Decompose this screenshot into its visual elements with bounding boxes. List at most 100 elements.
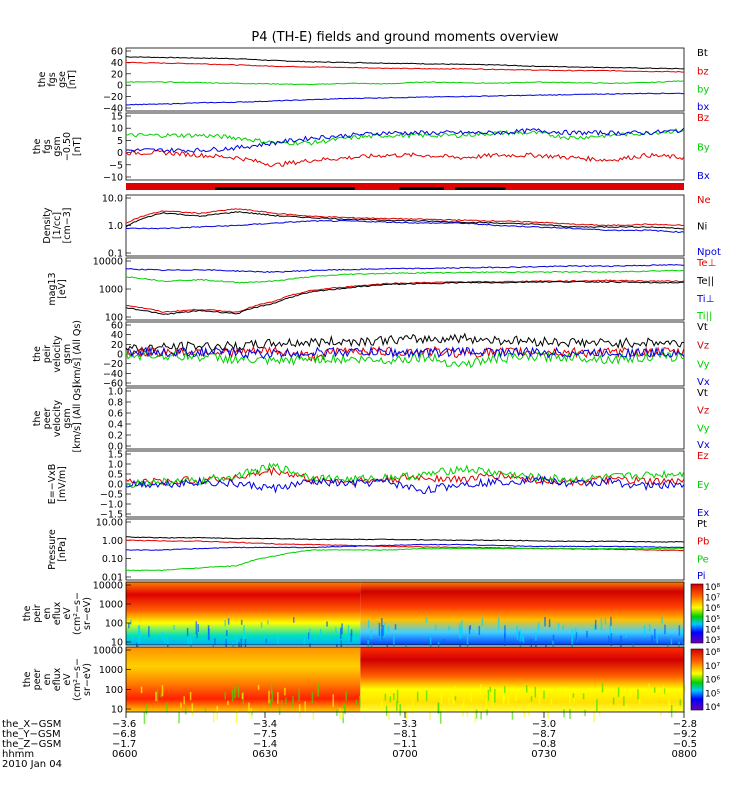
spectrogram-streak [448, 696, 450, 704]
y-tick-label: 5 [117, 136, 123, 147]
spectrogram-streak [284, 687, 286, 696]
spectrogram-streak [480, 711, 482, 720]
spectrogram-streak [173, 625, 175, 630]
spectrogram-streak [574, 627, 577, 635]
spectrogram-streak [336, 643, 338, 650]
spectrogram-streak [552, 639, 554, 648]
spectrogram-streak [257, 684, 260, 690]
y-tick-label: 10 [111, 638, 123, 649]
y-axis-label: [mV/m] [57, 466, 68, 502]
y-tick-label: 0.0 [108, 480, 123, 491]
spectrogram-streak [231, 689, 234, 702]
series-line-Vx [125, 345, 685, 360]
spectrogram-streak [523, 708, 526, 718]
spectrogram-streak [347, 624, 350, 637]
y-axis-label: the [32, 139, 43, 155]
spectrogram-streak [285, 697, 287, 705]
spectrogram-streak [478, 625, 481, 635]
spectrogram-streak [486, 709, 488, 716]
legend-entry: Vt [697, 322, 708, 333]
y-tick-label: −1.0 [100, 500, 123, 511]
spectrogram-streak [292, 696, 294, 708]
y-tick-label: 10.00 [96, 518, 123, 529]
spectrogram-streak [608, 635, 610, 645]
spectrogram-streak [663, 688, 666, 695]
y-axis-label: Pressure [47, 529, 58, 570]
spectrogram-streak [530, 639, 533, 653]
x-axis-value: −1.4 [253, 739, 277, 750]
colorbar-label: 10³ [705, 636, 720, 646]
x-axis-value: −6.8 [112, 729, 136, 740]
legend-entry: Ey [697, 480, 709, 491]
y-tick-label: 0.0 [108, 442, 123, 453]
spectrogram-streak [225, 639, 227, 653]
spectrogram-streak [537, 622, 540, 631]
spectrogram-streak [552, 634, 555, 642]
x-axis-value: −3.0 [532, 719, 556, 730]
spectrogram-streak [332, 694, 334, 707]
spectrogram-streak [226, 630, 228, 637]
y-axis-label: Density [42, 207, 53, 243]
spectrogram-streak [277, 691, 279, 704]
x-axis-value: 0700 [392, 749, 417, 760]
spectrogram-streak [383, 622, 386, 637]
spectrogram-streak [396, 689, 399, 704]
spectrogram-streak [197, 624, 199, 632]
spectrogram-streak [212, 711, 215, 723]
legend-entry: Vx [697, 377, 710, 388]
spectrogram-streak [312, 710, 315, 720]
spectrogram-streak [675, 706, 677, 713]
y-axis-label: E=−VxB [47, 464, 58, 505]
spectrogram-block [360, 582, 684, 645]
spectrogram-streak [504, 688, 506, 699]
colorbar [690, 583, 704, 644]
spectrogram-streak [396, 701, 398, 711]
y-axis-label: peer [42, 408, 53, 430]
spectrogram-streak [189, 691, 192, 701]
spectrogram-streak [389, 696, 392, 703]
x-axis-row-label: the_X−GSM [2, 719, 61, 730]
panel-frame [125, 387, 685, 450]
colorbar-label: 10⁷ [705, 594, 720, 604]
spectrogram-streak [355, 699, 358, 705]
x-axis-value: −7.5 [253, 729, 277, 740]
spectrogram-streak [370, 629, 372, 639]
spectrogram-streak [265, 638, 268, 644]
spectrogram-streak [454, 685, 456, 692]
spectrogram-streak [466, 705, 469, 717]
legend-entry: Vy [697, 359, 710, 370]
spectrogram-streak [612, 697, 615, 705]
spectrogram-streak [434, 624, 437, 631]
spectrogram-streak [342, 709, 344, 718]
y-tick-label: 0.01 [102, 573, 123, 584]
spectrogram-streak [601, 683, 604, 693]
spectrogram-streak [448, 625, 450, 631]
spectrogram-streak [145, 704, 148, 715]
spectrogram-streak [519, 629, 521, 642]
x-axis-value: −0.8 [532, 739, 556, 750]
spectrogram-streak [681, 629, 684, 636]
y-axis-label: [1/cc] [52, 212, 63, 239]
spectrogram-streak [584, 709, 586, 717]
spectrogram-streak [534, 686, 537, 698]
spectrogram-streak [503, 633, 506, 646]
spectrogram-streak [550, 698, 553, 705]
spectrogram-streak [380, 700, 383, 709]
spectrogram-streak [271, 691, 274, 703]
series-line-Bx [125, 127, 685, 154]
spectrogram-streak [341, 623, 343, 635]
y-tick-label: −20 [103, 359, 123, 370]
y-axis-label: fgs [47, 72, 58, 86]
x-axis-row-label: the_Y−GSM [2, 729, 61, 740]
spectrogram-streak [340, 627, 342, 639]
spectrogram-streak [461, 619, 463, 634]
spectrogram-streak [625, 633, 627, 638]
series-line-Pe [125, 547, 685, 572]
spectrogram-streak [178, 711, 180, 724]
spectrogram-streak [586, 630, 588, 638]
colorbar-label: 10⁸ [705, 648, 720, 658]
spectrogram-streak [516, 632, 519, 641]
panel-frame [125, 257, 685, 321]
colorbar-label: 10⁸ [705, 583, 720, 593]
legend-entry: Pe [697, 554, 709, 565]
